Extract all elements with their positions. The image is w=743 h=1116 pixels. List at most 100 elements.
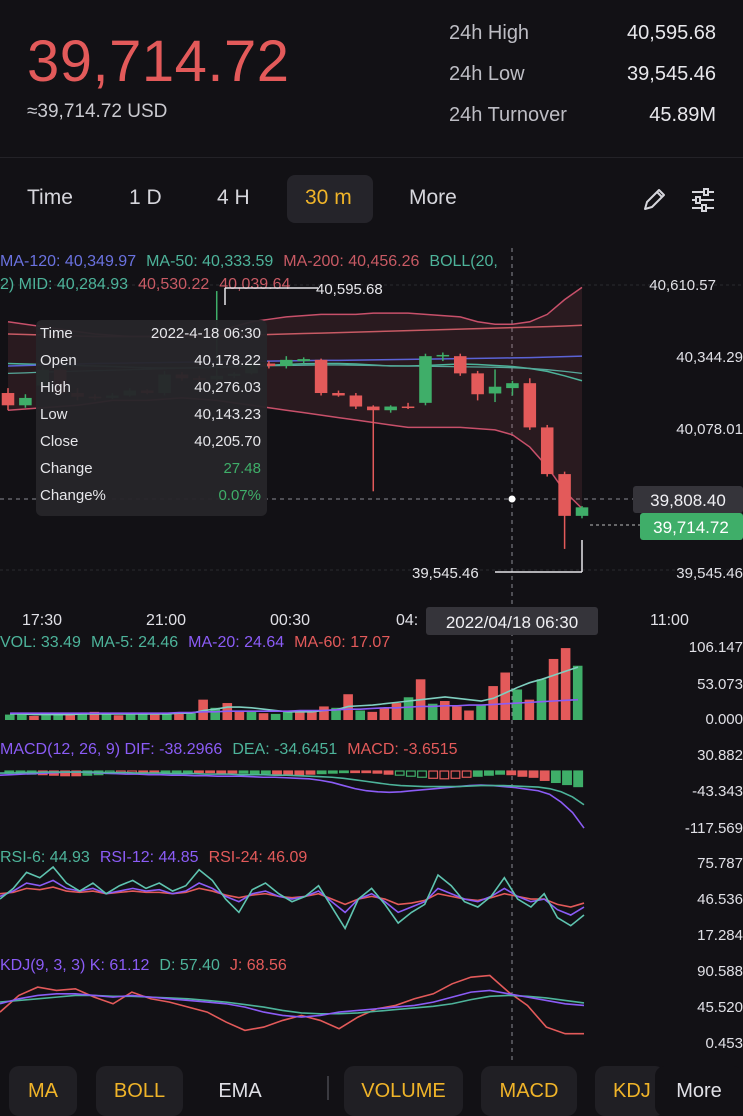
volume-bar <box>440 701 450 720</box>
volume-bar <box>258 713 269 720</box>
macd-hist-bar <box>394 770 405 776</box>
macd-hist-bar <box>495 770 506 775</box>
candle <box>453 356 467 374</box>
last-price: 39,714.72 <box>27 29 290 94</box>
stat-label-low: 24h Low <box>449 63 525 85</box>
tab-time[interactable]: Time <box>27 186 73 209</box>
tooltip-value: 40,205.70 <box>194 433 261 450</box>
candle <box>19 397 32 406</box>
y-axis-label: 40,344.29 <box>676 349 743 366</box>
y-axis-label: 40,078.01 <box>676 421 743 438</box>
trading-chart[interactable]: MA-120: 40,349.97 MA-50: 40,333.59 MA-200:… <box>0 240 743 1060</box>
kdj-d-line <box>0 994 585 1015</box>
legend-item: VOL: 33.49 <box>0 634 81 651</box>
candle <box>314 359 328 394</box>
crosshair-dot <box>508 495 516 503</box>
macd-hist-bar <box>573 770 584 788</box>
legend-item: KDJ(9, 3, 3) K: 61.12 <box>0 957 150 974</box>
candle <box>575 507 589 516</box>
legend-item: RSI-12: 44.85 <box>100 849 199 866</box>
macd-hist-bar <box>316 770 327 775</box>
legend-item: 40,530.22 <box>138 276 209 293</box>
legend-item: D: 57.40 <box>159 957 220 974</box>
macd-hist-bar <box>428 770 439 779</box>
x-axis-label: 11:00 <box>650 612 689 629</box>
macd-hist-bar <box>405 770 416 777</box>
candle <box>506 383 519 389</box>
volume-bar <box>77 713 88 720</box>
volume-bar <box>89 711 100 720</box>
high-marker: 40,595.68 <box>316 281 383 298</box>
candle <box>471 373 484 395</box>
indicator-tab-more[interactable]: More <box>655 1066 743 1116</box>
candle <box>436 354 450 357</box>
active-tab-highlight <box>287 175 373 223</box>
rsi-axis-label: 75.787 <box>697 855 743 872</box>
volume-bar <box>295 710 305 720</box>
indicator-tab-boll[interactable]: BOLL <box>96 1066 183 1116</box>
volume-bar <box>29 715 39 720</box>
pencil-icon[interactable] <box>640 186 668 214</box>
volume-bar <box>391 703 402 720</box>
price-usd: ≈39,714.72 USD <box>27 101 168 122</box>
volume-bar <box>536 679 547 720</box>
tooltip-label: Change% <box>40 487 106 504</box>
candle <box>262 363 276 366</box>
tab-30m[interactable]: 30 m <box>305 186 352 209</box>
macd-hist-bar <box>506 770 517 776</box>
macd-hist-bar <box>383 770 394 775</box>
volume-bar <box>137 713 148 720</box>
volume-bars <box>5 648 583 720</box>
volume-bar <box>162 713 172 720</box>
volume-bar <box>234 710 245 720</box>
legend-item: J: 68.56 <box>230 957 287 974</box>
tooltip-label: High <box>40 379 71 396</box>
stat-value-high: 40,595.68 <box>627 22 716 44</box>
vol-ma20-line <box>10 698 579 715</box>
indicator-tab-ema[interactable]: EMA <box>218 1080 262 1102</box>
vol-axis-label: 53.073 <box>697 676 743 693</box>
volume-bar <box>5 714 15 720</box>
volume-bar <box>464 710 474 720</box>
rsi-axis-label: 46.536 <box>697 891 743 908</box>
volume-bar <box>125 714 136 720</box>
kdj-legend: KDJ(9, 3, 3) K: 61.12 D: 57.40 J: 68.56 <box>0 957 287 974</box>
legend-item: MA-50: 40,333.59 <box>146 253 273 270</box>
stat-label-high: 24h High <box>449 22 530 44</box>
kdj-axis-label: 90.588 <box>697 963 743 980</box>
indicator-tab-volume[interactable]: VOLUME <box>344 1066 463 1116</box>
volume-bar <box>319 706 329 720</box>
volume-bar <box>101 713 112 720</box>
macd-hist-bar <box>171 770 182 774</box>
volume-bar <box>476 705 486 720</box>
candle <box>332 393 345 396</box>
legend-item: 2) MID: 40,284.93 <box>0 276 128 293</box>
volume-bar <box>186 713 196 720</box>
candle-tooltip: Time 2022-4-18 06:30 Open 40,178.22 High 40… <box>36 320 267 516</box>
indicator-tab-macd[interactable]: MACD <box>481 1066 577 1116</box>
ma-legend: MA-120: 40,349.97 MA-50: 40,333.59 MA-200:… <box>0 253 498 270</box>
volume-bar <box>367 711 378 720</box>
tab-4h[interactable]: 4 H <box>217 186 250 209</box>
kdj-j-line <box>0 974 584 1035</box>
macd-hist-bar <box>339 770 349 774</box>
candle <box>1 393 15 406</box>
volume-bar <box>270 713 281 720</box>
sliders-icon[interactable] <box>689 186 717 214</box>
macd-hist-bar <box>550 770 561 784</box>
crosshair-price-box <box>633 486 743 513</box>
tab-1d[interactable]: 1 D <box>129 186 162 209</box>
legend-item: RSI-24: 46.09 <box>209 849 308 866</box>
legend-item: MA-120: 40,349.97 <box>0 253 136 270</box>
volume-bar <box>65 714 75 720</box>
macd-hist-bar <box>238 770 249 774</box>
tooltip-value: 40,178.22 <box>194 352 261 369</box>
macd-hist-bar <box>294 770 305 776</box>
volume-bar <box>282 711 293 720</box>
tab-more[interactable]: More <box>409 186 457 209</box>
indicator-tab-ma[interactable]: MA <box>9 1066 77 1116</box>
macd-hist-bar <box>450 770 461 779</box>
header-divider <box>0 157 743 158</box>
tooltip-value: 27.48 <box>223 460 261 477</box>
macd-hist-bar <box>361 770 372 774</box>
